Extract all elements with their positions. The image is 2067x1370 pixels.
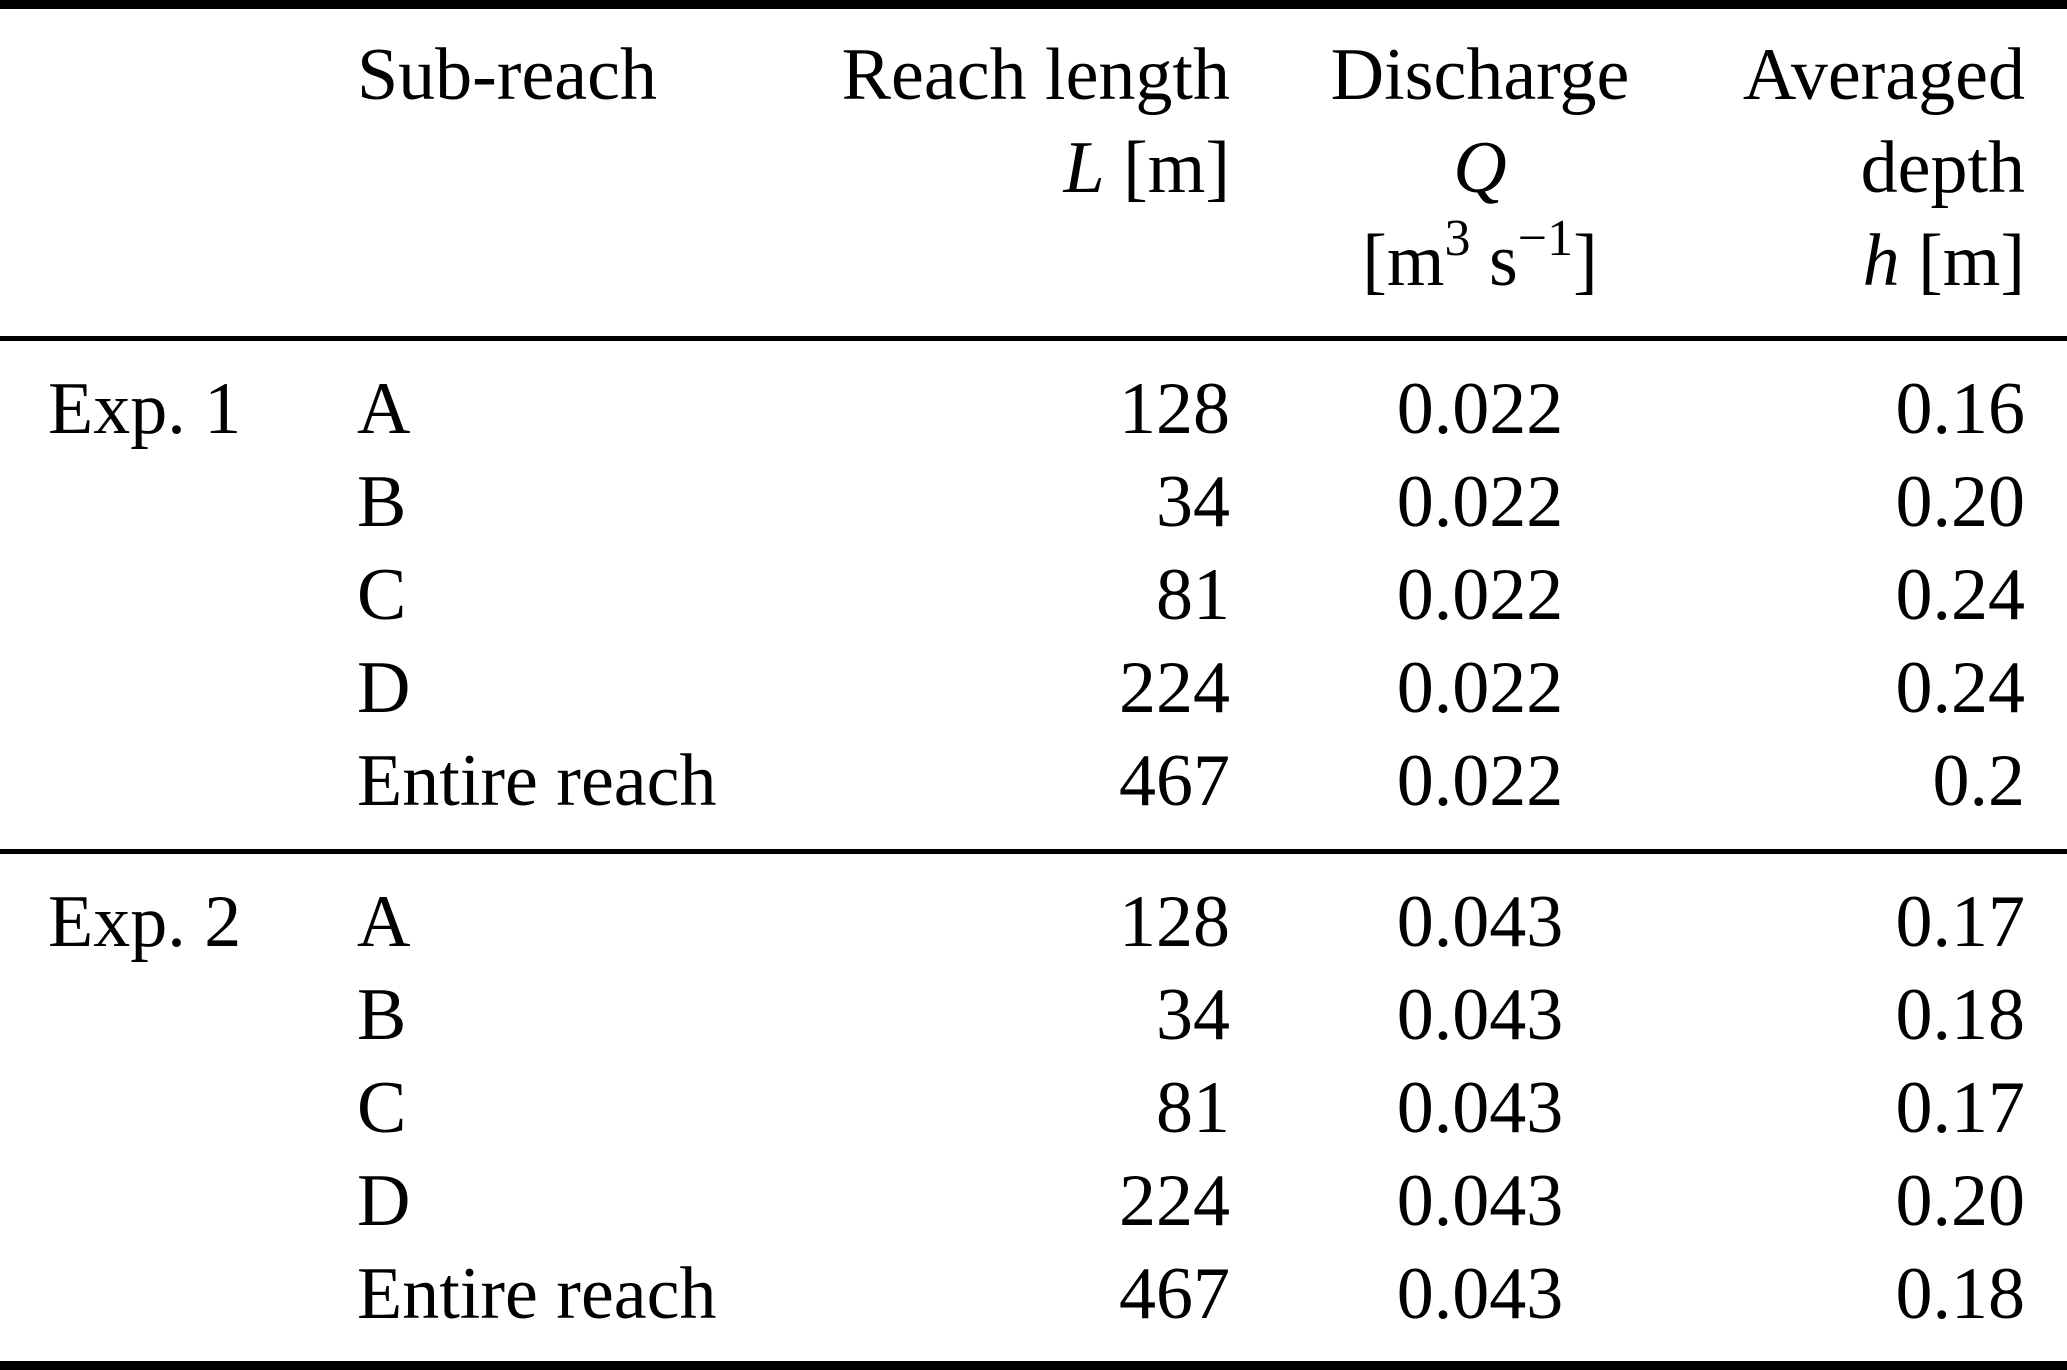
discharge-cell: 0.022 (1396, 368, 1564, 450)
exp-label: Exp. 1 (48, 368, 242, 450)
discharge-cell: 0.022 (1396, 647, 1564, 729)
subreach-cell: B (357, 974, 407, 1056)
length-cell: 467 (1119, 740, 1230, 822)
symbol-Q: Q (1453, 127, 1507, 209)
depth-cell: 0.16 (1895, 368, 2026, 450)
section-separator-rule (0, 849, 2067, 854)
unit-m: [m] (1123, 127, 1230, 209)
length-cell: 34 (1156, 461, 1230, 543)
length-cell: 128 (1119, 368, 1230, 450)
depth-cell: 0.20 (1895, 461, 2026, 543)
discharge-cell: 0.043 (1396, 1160, 1564, 1242)
subreach-cell: B (357, 461, 407, 543)
header-reach-length-title: Reach length (841, 34, 1230, 116)
length-cell: 224 (1119, 1160, 1230, 1242)
exp-label: Exp. 2 (48, 881, 242, 963)
header-discharge-symbol: Q (1230, 122, 1730, 215)
depth-cell: 0.2 (1932, 740, 2026, 822)
section-exp-1: Exp. 1 A 128 0.022 0.16 B 34 0.022 0.20 … (0, 341, 2067, 849)
discharge-cell: 0.043 (1396, 1253, 1564, 1335)
header-sub-reach: Sub-reach (357, 34, 657, 116)
discharge-cell: 0.043 (1396, 974, 1564, 1056)
depth-cell: 0.24 (1895, 554, 2026, 636)
table-row: C 81 0.043 0.17 (0, 1062, 2067, 1155)
sup-minus-1: −1 (1517, 210, 1574, 267)
length-cell: 467 (1119, 1253, 1230, 1335)
depth-cell: 0.24 (1895, 647, 2026, 729)
table-row: C 81 0.022 0.24 (0, 549, 2067, 642)
header-reach-length-unit: L [m] (820, 122, 1230, 215)
header-row-1: Sub-reach Reach length Discharge Average… (0, 29, 2067, 122)
top-rule (0, 0, 2067, 9)
bottom-rule (0, 1361, 2067, 1370)
depth-cell: 0.20 (1895, 1160, 2026, 1242)
table-row: B 34 0.043 0.18 (0, 969, 2067, 1062)
subreach-cell: A (357, 368, 411, 450)
header-discharge-unit: [m3 s−1] (1362, 210, 1598, 303)
depth-cell: 0.17 (1895, 881, 2026, 963)
discharge-cell: 0.022 (1396, 461, 1564, 543)
length-cell: 81 (1156, 1067, 1230, 1149)
symbol-h: h (1862, 220, 1900, 302)
table-row: Entire reach 467 0.022 0.2 (0, 735, 2067, 828)
subreach-cell: Entire reach (357, 1253, 717, 1335)
header-row-3: [m3 s−1] h [m] (0, 210, 2067, 308)
header-exp-spacer (0, 29, 307, 122)
table-row: Exp. 1 A 128 0.022 0.16 (0, 363, 2067, 456)
subreach-cell: C (357, 554, 407, 636)
length-cell: 81 (1156, 554, 1230, 636)
header-depth-unit: h [m] (1730, 215, 2067, 308)
table-row: Exp. 2 A 128 0.043 0.17 (0, 876, 2067, 969)
subreach-cell: D (357, 647, 411, 729)
length-cell: 224 (1119, 647, 1230, 729)
table-header: Sub-reach Reach length Discharge Average… (0, 9, 2067, 336)
symbol-L: L (1063, 127, 1105, 209)
header-depth-title: Averaged (1742, 34, 2025, 116)
subreach-cell: C (357, 1067, 407, 1149)
sup-3: 3 (1444, 210, 1471, 267)
header-depth-title-line2: depth (1860, 127, 2025, 209)
section-exp-2: Exp. 2 A 128 0.043 0.17 B 34 0.043 0.18 … (0, 854, 2067, 1361)
discharge-cell: 0.022 (1396, 554, 1564, 636)
table-row: D 224 0.022 0.24 (0, 642, 2067, 735)
subreach-cell: Entire reach (357, 740, 717, 822)
header-separator-rule (0, 336, 2067, 341)
header-discharge-title: Discharge (1330, 34, 1630, 116)
subreach-cell: A (357, 881, 411, 963)
discharge-cell: 0.043 (1396, 1067, 1564, 1149)
depth-cell: 0.17 (1895, 1067, 2026, 1149)
discharge-cell: 0.043 (1396, 881, 1564, 963)
length-cell: 34 (1156, 974, 1230, 1056)
depth-cell: 0.18 (1895, 1253, 2026, 1335)
subreach-cell: D (357, 1160, 411, 1242)
table-row: B 34 0.022 0.20 (0, 456, 2067, 549)
discharge-cell: 0.022 (1396, 740, 1564, 822)
length-cell: 128 (1119, 881, 1230, 963)
depth-cell: 0.18 (1895, 974, 2026, 1056)
unit-m: [m] (1918, 220, 2025, 302)
header-row-2: L [m] Q depth (0, 122, 2067, 215)
table-row: D 224 0.043 0.20 (0, 1155, 2067, 1248)
table-row: Entire reach 467 0.043 0.18 (0, 1248, 2067, 1341)
